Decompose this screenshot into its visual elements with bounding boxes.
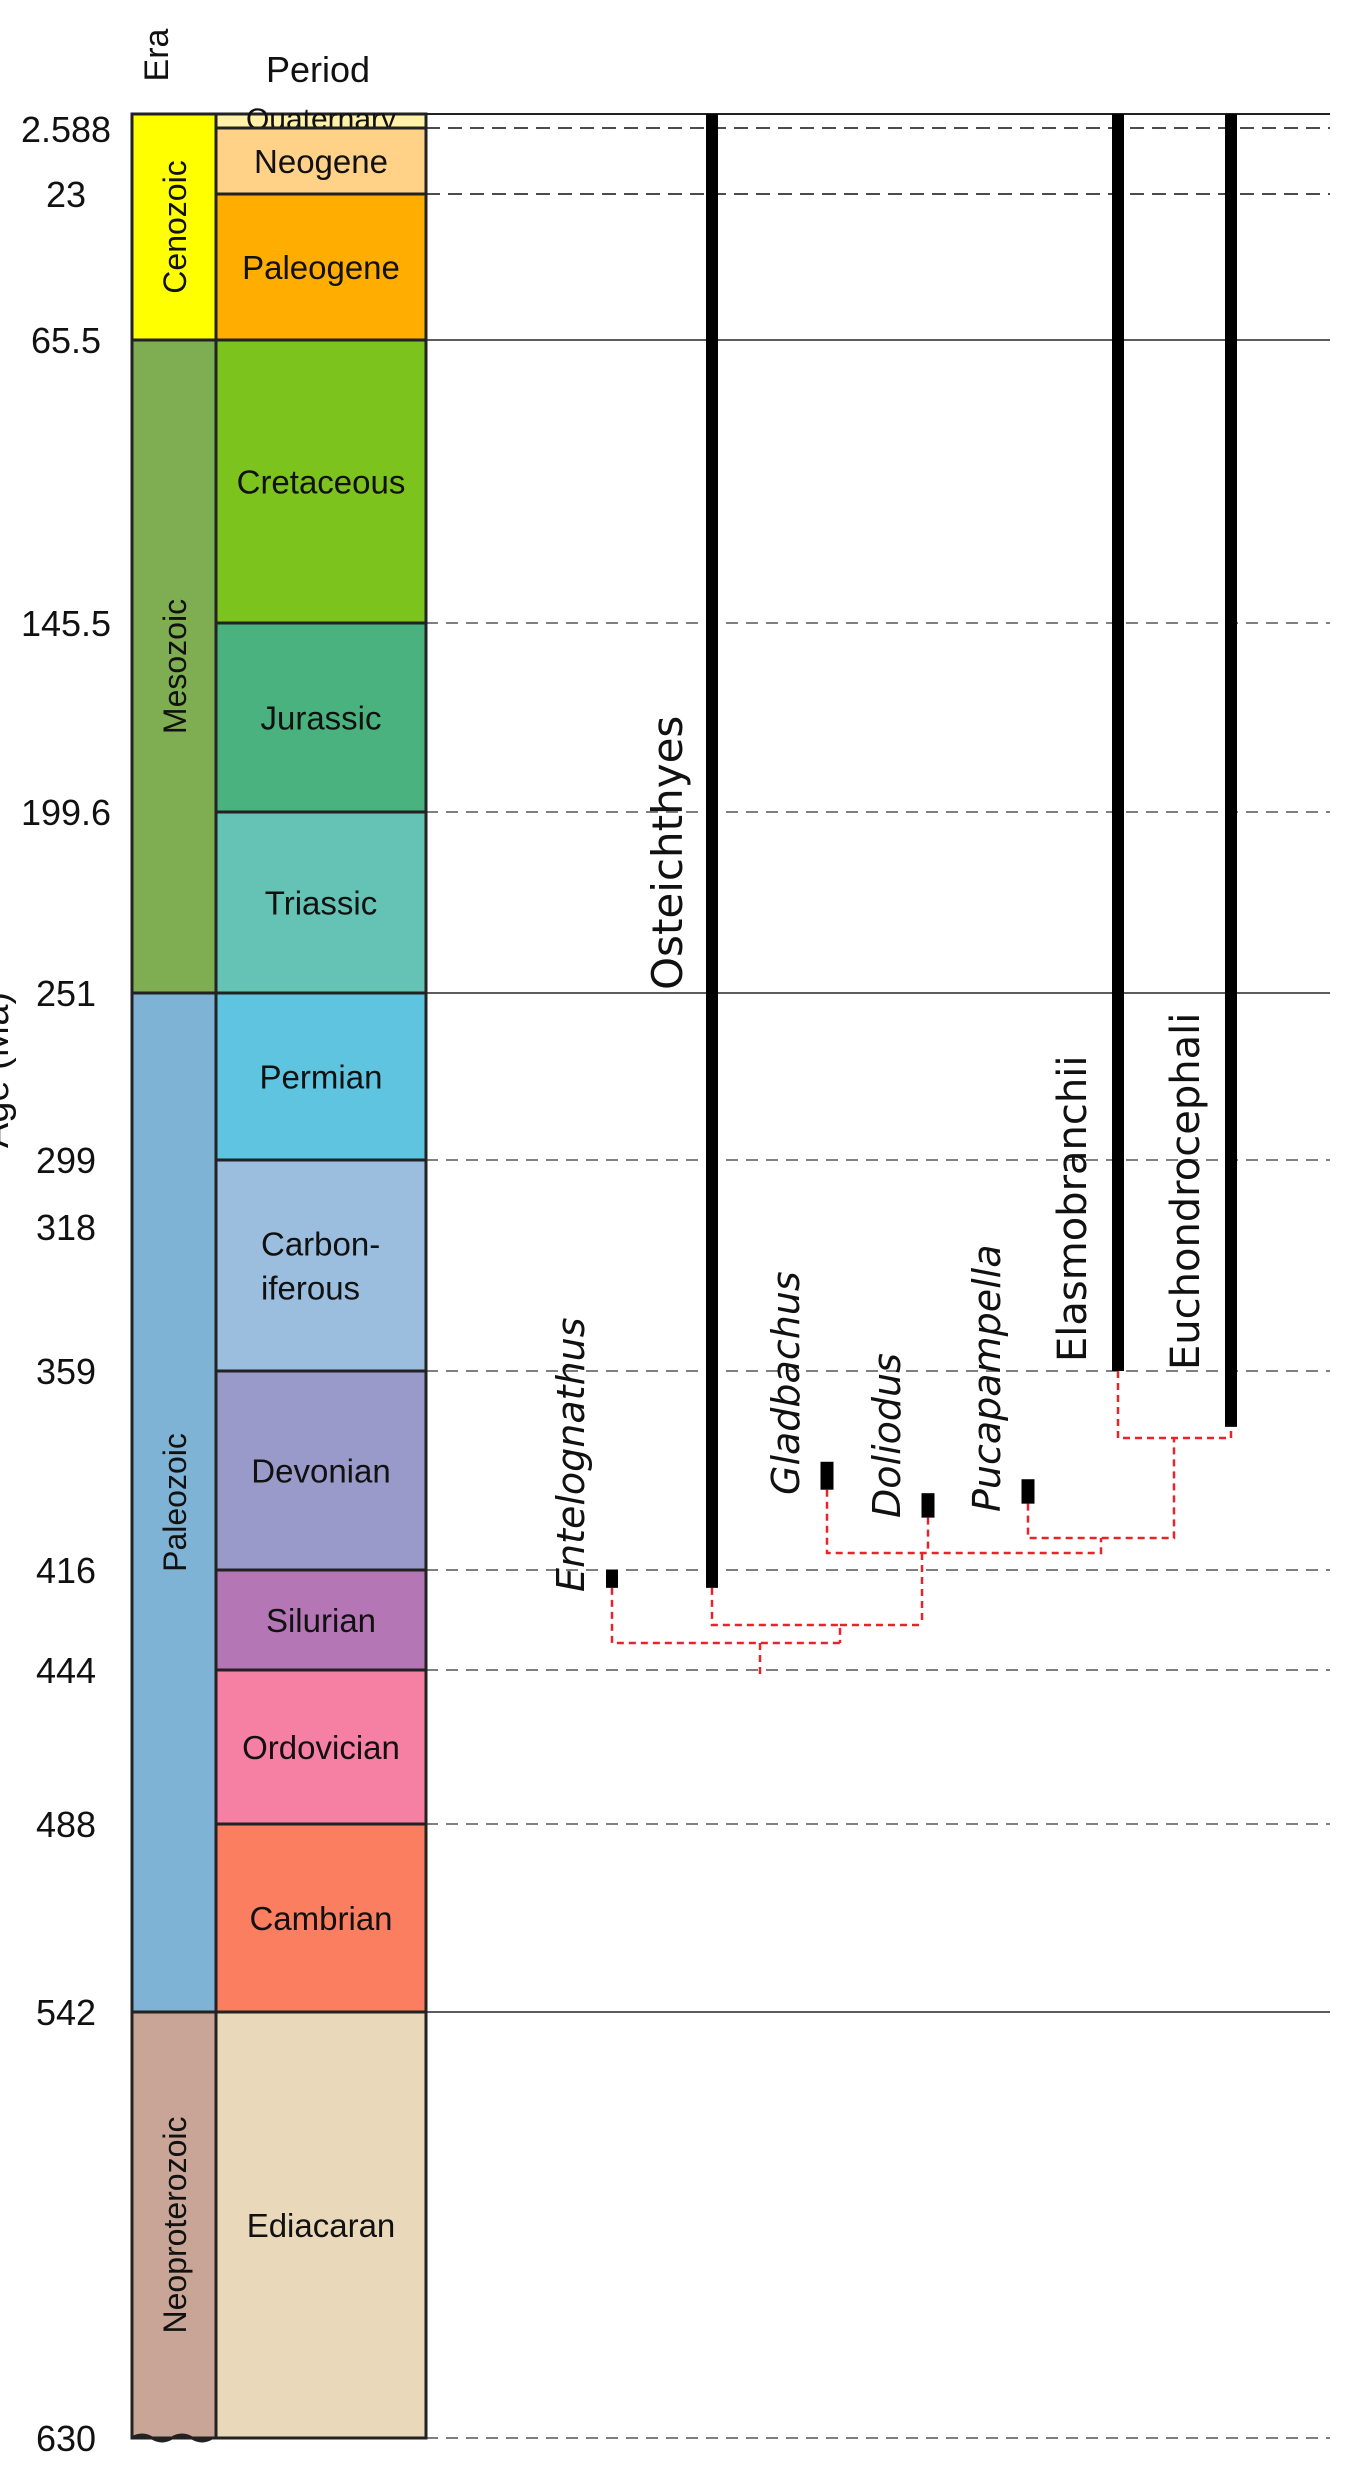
pucapampella-node (1026, 1438, 1176, 1540)
taxon-label: Pucapampella (965, 1244, 1009, 1512)
range-bar-elasmobranchii (1112, 114, 1124, 1371)
axis-label: Age (Ma) (0, 992, 17, 1148)
era-box-mesozoic (130, 338, 218, 995)
period-label: Neogene (254, 143, 388, 180)
period-label: Ordovician (242, 1729, 400, 1766)
taxon-label: Gladbachus (764, 1271, 808, 1495)
period-box-jurassic (214, 621, 428, 814)
timescale-columns: CenozoicMesozoicPaleozoicNeoproterozoicQ… (130, 103, 428, 2443)
period-label-multiline: Carbon-iferous (261, 1226, 380, 1307)
period-box-triassic (214, 810, 428, 995)
period-header: Period (266, 49, 370, 90)
period-box-cambrian (214, 1822, 428, 2014)
taxon-label: Euchondrocephali (1163, 1013, 1209, 1370)
period-label: Paleogene (242, 249, 400, 286)
age-tick-label: 318 (36, 1207, 96, 1248)
era-label: Cenozoic (157, 160, 193, 293)
period-label: Cambrian (249, 1900, 392, 1937)
period-label: Silurian (266, 1602, 376, 1639)
age-tick-label: 145.5 (21, 603, 111, 644)
period-box-carboniferous (214, 1158, 428, 1373)
entelognathus-node (610, 1587, 840, 1645)
period-label: Devonian (251, 1453, 390, 1490)
crown-chondrichthyes-node (1116, 1371, 1233, 1440)
period-label-line: Carbon- (261, 1226, 380, 1263)
period-box-ediacaran (214, 2010, 428, 2440)
taxon-label: Osteichthyes (643, 716, 692, 990)
range-bar-doliodus (921, 1493, 935, 1518)
age-gridlines (132, 113, 1330, 2439)
taxon-label: Elasmobranchii (1050, 1056, 1096, 1362)
taxon-label: Doliodus (865, 1353, 909, 1518)
period-box-paleogene (214, 192, 428, 342)
period-label: Cretaceous (237, 464, 406, 501)
range-bar-pucapampella (1021, 1479, 1035, 1504)
column-headers: Era Period Age (Ma) (0, 28, 370, 1148)
period-label: Permian (260, 1059, 383, 1096)
era-box-cenozoic (130, 112, 218, 342)
era-label: Paleozoic (157, 1433, 193, 1572)
age-tick-label: 416 (36, 1550, 96, 1591)
age-tick-label: 2.588 (21, 109, 111, 150)
unconformity-wavy-line (131, 2433, 213, 2443)
age-tick-label: 630 (36, 2418, 96, 2459)
era-header: Era (138, 28, 176, 81)
age-tick-label: 299 (36, 1140, 96, 1181)
era-label: Neoproterozoic (157, 2117, 193, 2334)
age-tick-label: 199.6 (21, 792, 111, 833)
period-box-ordovician (214, 1668, 428, 1826)
age-tick-label: 23 (46, 174, 86, 215)
period-label: Triassic (265, 885, 377, 922)
age-tick-label: 488 (36, 1804, 96, 1845)
age-tick-label: 65.5 (31, 320, 101, 361)
range-bar-entelognathus (606, 1570, 618, 1588)
osteichthyes-branch (710, 1587, 842, 1643)
range-bar-gladbachus (820, 1461, 834, 1490)
period-label-line: iferous (261, 1270, 360, 1307)
age-tick-labels: 2.588 23 65.5 145.5 199.6 251 299 318 359 416 444 4… (21, 109, 111, 2459)
phylogeny-tree (610, 1371, 1233, 1676)
era-label: Mesozoic (157, 599, 193, 734)
period-box-neogene (214, 126, 428, 196)
period-box-permian (214, 991, 428, 1162)
period-label: Jurassic (260, 700, 381, 737)
age-tick-label: 251 (36, 973, 96, 1014)
period-label: Ediacaran (247, 2207, 396, 2244)
age-tick-label: 444 (36, 1650, 96, 1691)
taxa-ranges: Osteichthyes Elasmobranchii Euchondrocepha… (549, 114, 1237, 1592)
age-tick-label: 542 (36, 1992, 96, 2033)
age-tick-label: 359 (36, 1351, 96, 1392)
range-bar-osteichthyes (706, 114, 718, 1588)
taxon-label: Entelognathus (549, 1317, 593, 1592)
era-box-neoproterozoic (130, 2010, 218, 2440)
range-bar-euchondrocephali (1225, 114, 1237, 1427)
